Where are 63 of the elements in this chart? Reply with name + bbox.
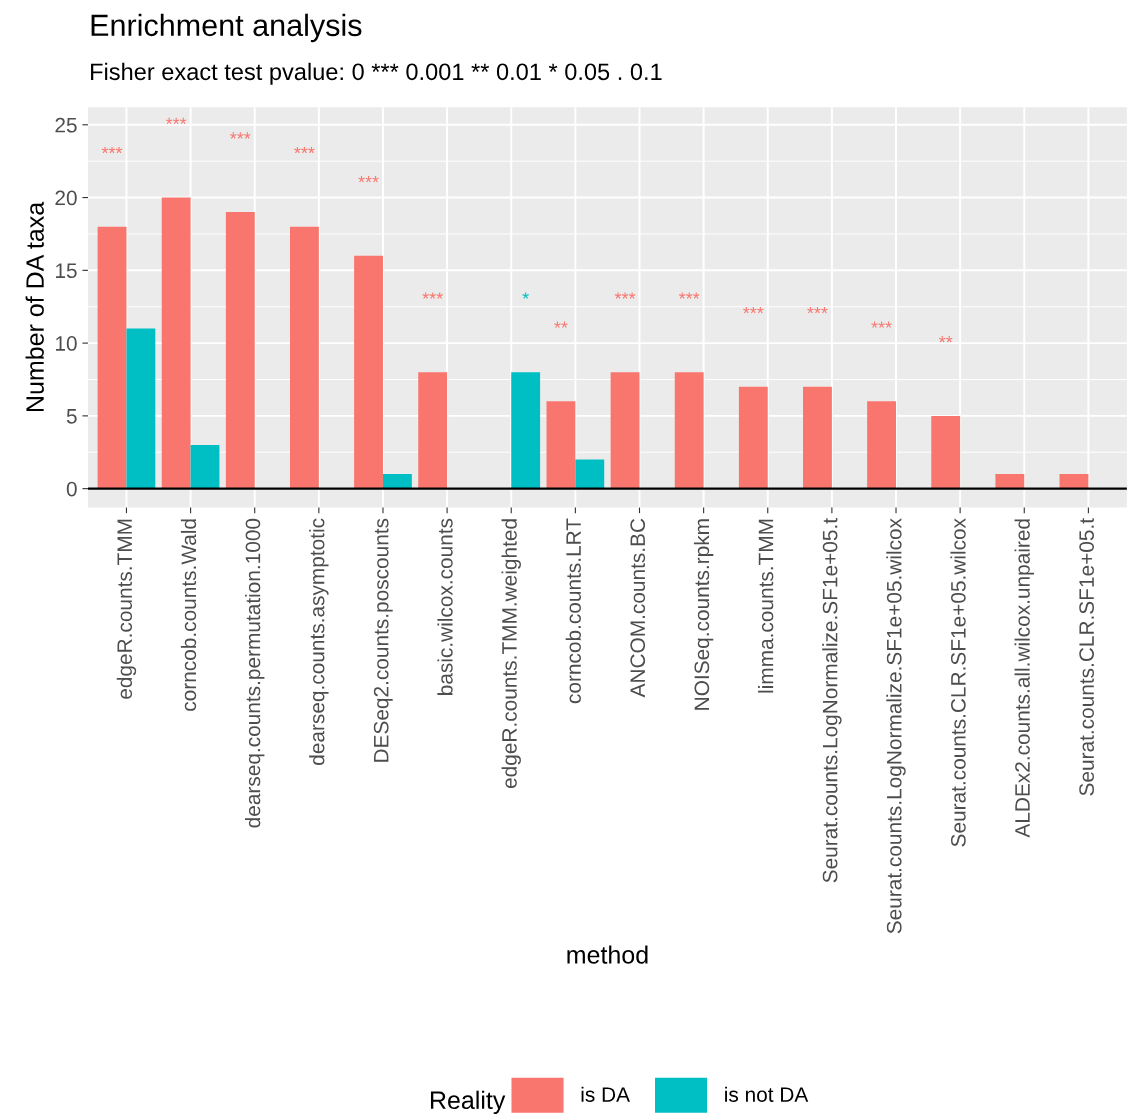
annotation: *** [871, 321, 892, 328]
bar [225, 212, 255, 489]
x-tick-label: edgeR.counts.TMM [116, 519, 137, 699]
bar [738, 386, 768, 489]
bar [126, 328, 156, 489]
annotation: *** [165, 117, 187, 125]
annotation: ** [938, 336, 953, 343]
annotation: *** [807, 306, 828, 314]
x-tick-label: basic.wilcox.counts [437, 518, 453, 695]
bar [546, 401, 576, 489]
bar [418, 372, 448, 489]
bar [161, 197, 191, 489]
legend-title: Reality [430, 1090, 506, 1114]
x-tick-label: limma.counts.TMM [758, 519, 774, 693]
x-tick-label: DESeq2.counts.poscounts [373, 518, 393, 762]
bar [382, 474, 412, 489]
x-tick-label: Seurat.counts.CLR.SF1e+05.wilcox [950, 518, 966, 847]
annotation: *** [294, 146, 315, 154]
y-tick-label: 15 [55, 263, 77, 279]
legend-label: is DA [581, 1086, 630, 1102]
y-tick-label: 5 [66, 409, 77, 424]
bar [1059, 474, 1089, 489]
bar [610, 372, 640, 489]
annotation: *** [422, 292, 443, 299]
y-tick-label: 10 [55, 336, 77, 351]
annotation: ** [554, 321, 568, 328]
x-tick-label: edgeR.counts.TMM.weighted [501, 519, 521, 789]
bar [575, 459, 605, 489]
bar [931, 415, 961, 489]
x-tick-label: Seurat.counts.CLR.SF1e+05.t [1079, 518, 1094, 796]
x-tick-label: corncob.counts.LRT [565, 518, 581, 704]
annotation: *** [743, 306, 764, 314]
annotation: * [522, 292, 529, 299]
annotation: *** [101, 146, 123, 154]
bar [867, 401, 897, 489]
x-tick-label: ALDEx2.counts.all.wilcox.unpaired [1014, 519, 1034, 838]
x-tick-label: corncob.counts.Wald [180, 519, 197, 711]
y-axis-title: Number of DA taxa [25, 201, 44, 411]
y-tick-label: 20 [55, 190, 77, 206]
x-tick-label: dearseq.counts.permutation.1000 [245, 518, 265, 828]
bar [995, 474, 1025, 489]
x-tick-label: Seurat.counts.LogNormalize.SF1e+05.t [822, 518, 842, 883]
annotation: *** [614, 292, 636, 299]
x-tick-label: dearseq.counts.asymptotic [309, 518, 329, 765]
legend-label: is not DA [725, 1086, 809, 1102]
x-tick-label: NOISeq.counts.rpkm [693, 519, 714, 710]
chart-title: Enrichment analysis [91, 13, 362, 43]
bar [97, 226, 127, 489]
y-tick-label: 25 [55, 117, 77, 133]
x-tick-label: Seurat.counts.LogNormalize.SF1e+05.wilcox [886, 518, 906, 934]
y-tick-label: 0 [66, 481, 77, 497]
bar [190, 444, 220, 489]
annotation: *** [358, 175, 379, 183]
chart-subtitle: Fisher exact test pvalue: 0 *** 0.001 ** 0.01 * 0.05 . 0.1 [91, 62, 662, 85]
bar [354, 255, 383, 489]
x-tick-label: ANCOM.counts.BC [630, 518, 646, 698]
bar [803, 386, 832, 489]
bar [674, 372, 704, 489]
annotation: *** [230, 132, 251, 139]
bar [511, 372, 541, 489]
bar [289, 226, 319, 489]
annotation: *** [678, 292, 700, 299]
x-axis-title: method [567, 945, 648, 964]
